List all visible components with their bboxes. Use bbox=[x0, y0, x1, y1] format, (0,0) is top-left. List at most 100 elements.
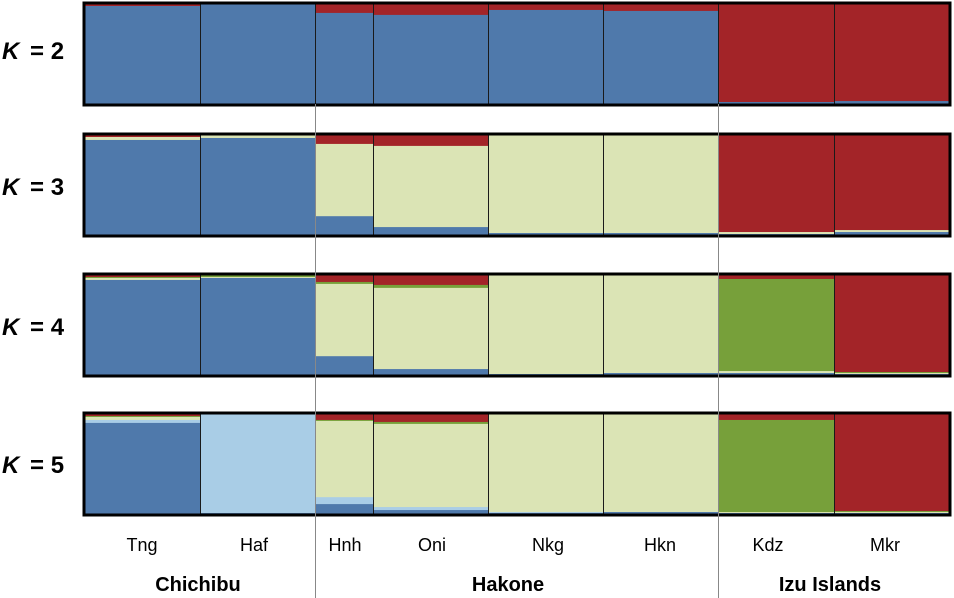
panel-frame-k2 bbox=[82, 1, 952, 107]
bar-k3-nkg-cream bbox=[488, 135, 603, 234]
pop-label-kdz: Kdz bbox=[752, 535, 783, 555]
bar-k5-nkg-cream bbox=[488, 414, 603, 513]
pop-label-oni: Oni bbox=[418, 535, 446, 555]
bar-k3-haf-cream bbox=[200, 135, 315, 138]
bar-k3-haf-blue bbox=[200, 137, 315, 235]
bar-k3-kdz-red bbox=[718, 135, 834, 233]
bar-k4-tng-green bbox=[84, 276, 200, 278]
bar-k3-tng-red bbox=[84, 135, 200, 137]
bar-k5-kdz-blue bbox=[718, 512, 834, 514]
bar-k5-hnh-red bbox=[315, 414, 373, 420]
k-label-5-prefix: K bbox=[2, 452, 21, 479]
bar-k2-nkg-red bbox=[488, 4, 603, 10]
bar-k5-oni-cream bbox=[373, 423, 488, 508]
bar-k4-hnh-red bbox=[315, 275, 373, 282]
bar-k5-oni-lightblue bbox=[373, 506, 488, 511]
bar-k5-oni-red bbox=[373, 414, 488, 422]
bar-k4-mkr-blue bbox=[834, 373, 950, 375]
pop-label-haf: Haf bbox=[240, 535, 269, 555]
bar-k5-mkr-blue bbox=[834, 512, 950, 514]
bar-k3-mkr-cream bbox=[834, 229, 950, 233]
bar-k2-hnh-blue bbox=[315, 12, 373, 105]
bar-k3-tng-cream bbox=[84, 136, 200, 140]
bar-k4-haf-green bbox=[200, 275, 315, 277]
bar-k5-kdz-green bbox=[718, 419, 834, 513]
bar-k5-hkn-cream bbox=[603, 414, 718, 513]
bar-k4-hnh-blue bbox=[315, 355, 373, 375]
region-label-hakone: Hakone bbox=[472, 574, 544, 596]
region-label-izu-islands: Izu Islands bbox=[779, 574, 881, 596]
bar-k4-kdz-cream bbox=[718, 370, 834, 374]
k-label-5: K = 5 bbox=[2, 452, 64, 479]
bar-k2-haf-blue bbox=[200, 4, 315, 104]
k-label-4: K = 4 bbox=[2, 314, 65, 341]
bar-k5-tng-green bbox=[84, 415, 200, 417]
bar-k2-kdz-blue bbox=[718, 101, 834, 104]
k-label-2-suffix: = 2 bbox=[30, 38, 64, 65]
bar-k4-hnh-cream bbox=[315, 283, 373, 357]
bar-k5-nkg-lightblue bbox=[488, 511, 603, 514]
bar-k4-tng-red bbox=[84, 275, 200, 277]
bar-k4-hkn-cream bbox=[603, 275, 718, 374]
bar-k2-kdz-red bbox=[718, 4, 834, 103]
bar-k2-nkg-blue bbox=[488, 9, 603, 105]
pop-label-tng: Tng bbox=[126, 535, 157, 555]
bar-k4-mkr-cream bbox=[834, 372, 950, 375]
bar-k4-hkn-blue bbox=[603, 372, 718, 375]
bar-k4-tng-cream bbox=[84, 277, 200, 280]
k-label-3-suffix: = 3 bbox=[30, 174, 64, 201]
bar-k2-oni-red bbox=[373, 4, 488, 15]
region-labels-layer: Chichibu Hakone Izu Islands bbox=[155, 574, 881, 596]
frames-layer bbox=[82, 1, 952, 517]
k-label-3-prefix: K bbox=[2, 174, 21, 201]
k-labels-layer: K = 2 K = 3 K = 4 K = 5 bbox=[2, 38, 65, 479]
bar-k5-mkr-cream bbox=[834, 511, 950, 514]
bar-k5-hnh-blue bbox=[315, 503, 373, 514]
bar-k3-mkr-red bbox=[834, 135, 950, 231]
pop-labels-layer: Tng Haf Hnh Oni Nkg Hkn Kdz Mkr bbox=[126, 535, 900, 555]
k-label-4-suffix: = 4 bbox=[30, 314, 65, 341]
bar-k4-kdz-green bbox=[718, 278, 834, 372]
bar-k5-tng-red bbox=[84, 414, 200, 416]
bar-k2-mkr-red bbox=[834, 4, 950, 102]
bar-k2-hnh-red bbox=[315, 4, 373, 13]
bar-k3-hnh-cream bbox=[315, 143, 373, 217]
bar-k5-haf-blue bbox=[200, 512, 315, 514]
panel-frame-k4 bbox=[82, 272, 952, 378]
bar-k4-haf-blue bbox=[200, 277, 315, 375]
bar-k3-oni-blue bbox=[373, 226, 488, 235]
pop-label-mkr: Mkr bbox=[870, 535, 900, 555]
bar-k4-nkg-blue bbox=[488, 373, 603, 375]
bar-k5-hkn-blue bbox=[603, 511, 718, 514]
bar-k4-tng-blue bbox=[84, 279, 200, 375]
region-dividers bbox=[315, 104, 719, 598]
panel-frame-k3 bbox=[82, 132, 952, 238]
bar-k5-tng-lightblue bbox=[84, 419, 200, 423]
pop-label-hkn: Hkn bbox=[644, 535, 676, 555]
bar-k3-hnh-blue bbox=[315, 215, 373, 235]
bar-k5-hnh-lightblue bbox=[315, 496, 373, 505]
bar-k4-nkg-cream bbox=[488, 275, 603, 375]
bar-k5-oni-green bbox=[373, 421, 488, 424]
bar-k3-mkr-blue bbox=[834, 231, 950, 235]
pop-label-nkg: Nkg bbox=[532, 535, 564, 555]
region-label-chichibu: Chichibu bbox=[155, 574, 241, 596]
bar-k2-hkn-blue bbox=[603, 10, 718, 104]
bar-k2-tng-blue bbox=[84, 5, 200, 105]
bar-k4-mkr-green bbox=[834, 371, 950, 374]
k-label-5-suffix: = 5 bbox=[30, 452, 64, 479]
bar-k4-kdz-red bbox=[718, 275, 834, 279]
bar-k2-oni-blue bbox=[373, 14, 488, 104]
bar-k4-oni-green bbox=[373, 284, 488, 288]
k-label-2: K = 2 bbox=[2, 38, 64, 65]
bar-k4-mkr-red bbox=[834, 275, 950, 373]
bar-k4-oni-blue bbox=[373, 368, 488, 375]
bar-k3-oni-red bbox=[373, 135, 488, 146]
k-label-2-prefix: K bbox=[2, 38, 21, 65]
bar-k5-nkg-blue bbox=[488, 512, 603, 514]
bar-k3-nkg-blue bbox=[488, 232, 603, 235]
bar-k4-oni-red bbox=[373, 275, 488, 285]
bar-k5-mkr-green bbox=[834, 510, 950, 513]
bar-k3-hnh-red bbox=[315, 135, 373, 144]
